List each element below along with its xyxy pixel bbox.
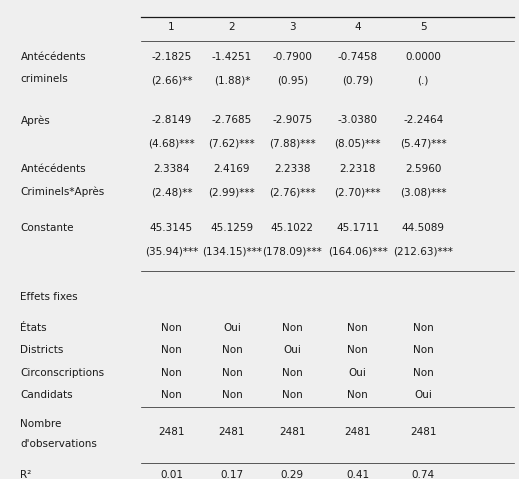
Text: (3.08)***: (3.08)*** [400,188,446,198]
Text: criminels: criminels [20,74,68,84]
Text: Non: Non [222,368,242,377]
Text: 45.3145: 45.3145 [150,223,193,233]
Text: Non: Non [222,390,242,400]
Text: 2.5960: 2.5960 [405,164,441,174]
Text: 5: 5 [420,22,427,32]
Text: Oui: Oui [414,390,432,400]
Text: 2481: 2481 [218,427,245,437]
Text: Antécédents: Antécédents [20,164,86,174]
Text: 3: 3 [289,22,296,32]
Text: 44.5089: 44.5089 [402,223,445,233]
Text: Non: Non [161,368,182,377]
Text: (4.68)***: (4.68)*** [148,138,195,148]
Text: 0.17: 0.17 [221,470,243,479]
Text: Non: Non [413,368,433,377]
Text: 2.2318: 2.2318 [339,164,376,174]
Text: (8.05)***: (8.05)*** [335,138,381,148]
Text: 2481: 2481 [158,427,185,437]
Text: Non: Non [282,368,303,377]
Text: Candidats: Candidats [20,390,73,400]
Text: Non: Non [413,322,433,332]
Text: Non: Non [161,345,182,355]
Text: Après: Après [20,115,50,125]
Text: Effets fixes: Effets fixes [20,292,78,302]
Text: Constante: Constante [20,223,74,233]
Text: Non: Non [161,390,182,400]
Text: 2.3384: 2.3384 [153,164,190,174]
Text: -3.0380: -3.0380 [338,115,378,125]
Text: 1: 1 [168,22,175,32]
Text: -2.1825: -2.1825 [152,52,192,62]
Text: (35.94)***: (35.94)*** [145,247,198,257]
Text: 2.2338: 2.2338 [274,164,310,174]
Text: (212.63)***: (212.63)*** [393,247,453,257]
Text: 0.01: 0.01 [160,470,183,479]
Text: Criminels*Après: Criminels*Après [20,187,105,197]
Text: Oui: Oui [223,322,241,332]
Text: Non: Non [161,322,182,332]
Text: Non: Non [282,390,303,400]
Text: Oui: Oui [283,345,301,355]
Text: (1.88)*: (1.88)* [214,75,250,85]
Text: d'observations: d'observations [20,439,98,449]
Text: (2.70)***: (2.70)*** [335,188,381,198]
Text: 2481: 2481 [279,427,306,437]
Text: 2481: 2481 [345,427,371,437]
Text: Non: Non [222,345,242,355]
Text: (0.95): (0.95) [277,75,308,85]
Text: (2.99)***: (2.99)*** [209,188,255,198]
Text: (2.48)**: (2.48)** [151,188,192,198]
Text: 45.1259: 45.1259 [210,223,253,233]
Text: -2.7685: -2.7685 [212,115,252,125]
Text: (.): (.) [417,75,429,85]
Text: -2.9075: -2.9075 [272,115,312,125]
Text: -0.7900: -0.7900 [272,52,312,62]
Text: Non: Non [347,322,368,332]
Text: -2.8149: -2.8149 [152,115,192,125]
Text: -2.2464: -2.2464 [403,115,443,125]
Text: Non: Non [347,345,368,355]
Text: (2.66)**: (2.66)** [151,75,192,85]
Text: -0.7458: -0.7458 [338,52,378,62]
Text: (7.88)***: (7.88)*** [269,138,316,148]
Text: (5.47)***: (5.47)*** [400,138,446,148]
Text: Districts: Districts [20,345,64,355]
Text: (7.62)***: (7.62)*** [209,138,255,148]
Text: 2: 2 [228,22,235,32]
Text: Non: Non [413,345,433,355]
Text: R²: R² [20,470,32,479]
Text: 2.4169: 2.4169 [214,164,250,174]
Text: Oui: Oui [349,368,367,377]
Text: 0.41: 0.41 [346,470,370,479]
Text: Circonscriptions: Circonscriptions [20,368,104,377]
Text: 2481: 2481 [410,427,436,437]
Text: (0.79): (0.79) [342,75,373,85]
Text: (2.76)***: (2.76)*** [269,188,316,198]
Text: Nombre: Nombre [20,419,62,429]
Text: Antécédents: Antécédents [20,52,86,62]
Text: 4: 4 [354,22,361,32]
Text: 0.29: 0.29 [281,470,304,479]
Text: (164.06)***: (164.06)*** [328,247,388,257]
Text: 45.1022: 45.1022 [271,223,314,233]
Text: (178.09)***: (178.09)*** [263,247,322,257]
Text: 45.1711: 45.1711 [336,223,379,233]
Text: -1.4251: -1.4251 [212,52,252,62]
Text: 0.74: 0.74 [412,470,435,479]
Text: États: États [20,322,47,332]
Text: (134.15)***: (134.15)*** [202,247,262,257]
Text: Non: Non [347,390,368,400]
Text: 0.0000: 0.0000 [405,52,441,62]
Text: Non: Non [282,322,303,332]
